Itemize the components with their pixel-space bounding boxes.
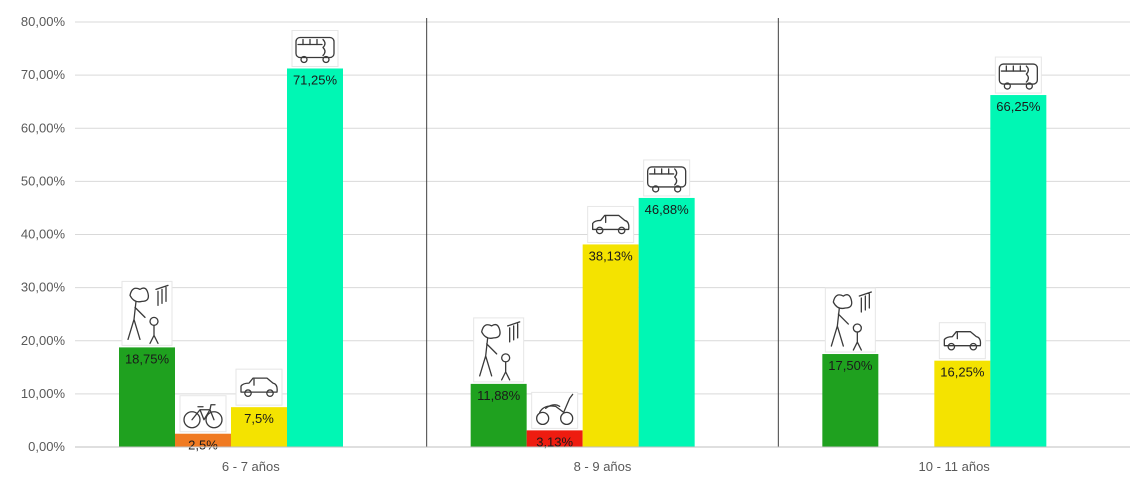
bus-front	[322, 38, 326, 57]
data-label: 66,25%	[996, 99, 1041, 114]
bus-wheel	[300, 55, 308, 64]
person-hair	[832, 294, 853, 310]
scooter-seat	[545, 404, 561, 410]
bus-wheel	[652, 185, 660, 193]
car-body	[943, 331, 982, 347]
icon-frame	[587, 205, 635, 243]
icon-frame	[235, 368, 283, 406]
car-wheel	[617, 226, 626, 235]
car-body	[592, 214, 630, 231]
bus-front	[1025, 65, 1029, 83]
bar	[526, 430, 583, 447]
bus-wheel	[674, 185, 682, 193]
fence	[155, 284, 169, 307]
y-tick-label: 50,00%	[21, 173, 66, 188]
bus-body	[998, 63, 1038, 85]
data-label: 18,75%	[125, 351, 170, 366]
bar	[822, 354, 879, 447]
y-tick-label: 70,00%	[21, 67, 66, 82]
car-body	[240, 377, 278, 393]
walking-person-icon	[121, 280, 173, 346]
bar	[231, 407, 287, 447]
y-tick-label: 80,00%	[21, 14, 66, 29]
data-label: 2,5%	[188, 438, 218, 453]
icon-frame	[938, 322, 986, 360]
x-tick-label: 10 - 11 años	[919, 459, 991, 474]
y-tick-label: 60,00%	[21, 120, 66, 135]
bus-front	[674, 168, 678, 186]
bar	[119, 347, 175, 447]
person-body	[127, 300, 146, 341]
y-tick-label: 30,00%	[21, 280, 66, 295]
y-tick-label: 0,00%	[28, 439, 65, 454]
bar	[638, 197, 695, 447]
bar	[175, 433, 231, 447]
bus-body	[295, 36, 335, 59]
walking-person-icon	[473, 317, 525, 383]
data-label: 11,88%	[477, 388, 521, 403]
person-hair	[481, 323, 501, 339]
bar	[470, 383, 527, 447]
child-body	[852, 331, 862, 351]
bus-body	[647, 166, 687, 188]
icon-frame	[291, 29, 339, 67]
car-icon	[938, 322, 986, 360]
data-label: 16,25%	[940, 365, 985, 380]
car-icon	[587, 205, 635, 243]
data-label: 46,88%	[645, 202, 690, 217]
car-wheel	[266, 389, 274, 398]
person-body	[830, 307, 849, 347]
car-wheel	[595, 226, 604, 235]
bus-icon	[994, 56, 1042, 94]
car-icon	[235, 368, 283, 406]
scooter-wheel	[536, 411, 550, 426]
scooter-wheel	[560, 411, 574, 426]
fence	[507, 321, 521, 343]
child-body	[501, 361, 511, 381]
walking-person-icon	[824, 287, 876, 353]
bus-wheel	[322, 55, 330, 64]
y-tick-label: 40,00%	[21, 227, 66, 242]
data-label: 38,13%	[589, 248, 634, 263]
bicycle-wheel	[205, 411, 223, 429]
bus-wheel	[1003, 82, 1011, 90]
scooter-icon	[531, 391, 579, 429]
bar	[287, 68, 343, 447]
bar	[934, 360, 991, 447]
icon-frame	[994, 56, 1042, 94]
person-body	[479, 337, 498, 377]
data-label: 17,50%	[828, 358, 873, 373]
bus-icon	[643, 159, 691, 197]
bar	[990, 95, 1047, 447]
bus-icon	[291, 29, 339, 67]
y-tick-label: 10,00%	[21, 386, 66, 401]
child-body	[149, 324, 159, 345]
bar	[582, 244, 639, 447]
fence	[858, 291, 872, 313]
data-label: 7,5%	[244, 411, 274, 426]
bicycle-frame	[191, 404, 216, 421]
y-tick-label: 20,00%	[21, 333, 66, 348]
x-tick-label: 8 - 9 años	[574, 459, 632, 474]
car-wheel	[969, 342, 978, 351]
data-label: 3,13%	[536, 434, 573, 449]
icon-frame	[643, 159, 691, 197]
car-wheel	[947, 342, 956, 351]
data-label: 71,25%	[293, 72, 338, 87]
person-hair	[129, 287, 150, 303]
bus-wheel	[1025, 82, 1033, 90]
car-wheel	[244, 389, 252, 398]
bicycle-wheel	[183, 411, 201, 429]
x-tick-label: 6 - 7 años	[222, 459, 280, 474]
bicycle-icon	[179, 395, 227, 433]
